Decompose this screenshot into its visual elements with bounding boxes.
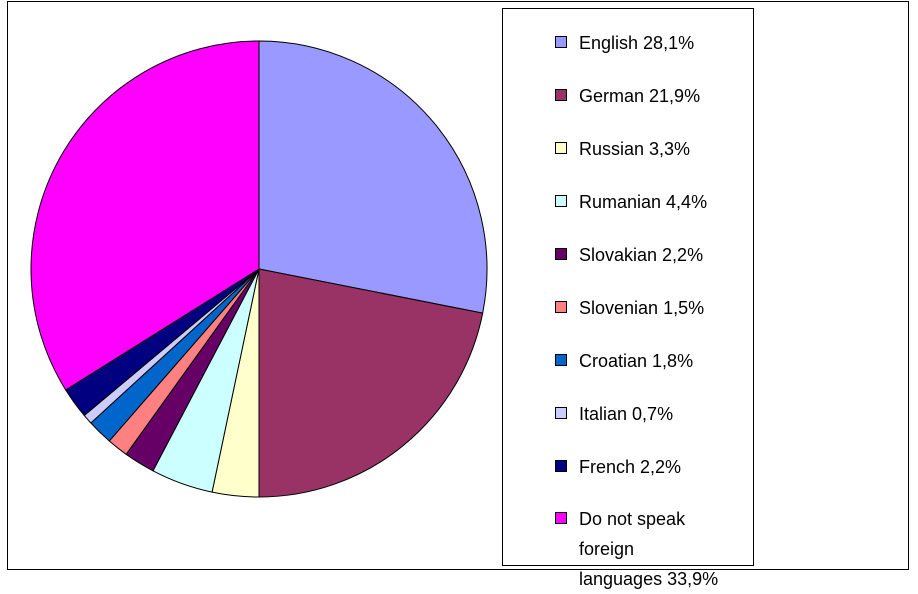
page: {"chart_data": {"type": "pie", "categori… — [7, 1, 909, 589]
legend-text: German 21,9% — [579, 81, 745, 111]
legend-value: 0,7% — [632, 404, 674, 424]
legend-label: French — [579, 457, 636, 477]
legend-swatch — [555, 195, 567, 207]
legend-entry: Rumanian 4,4% — [555, 187, 745, 217]
legend-label: Slovakian — [579, 245, 658, 265]
legend-entry: Russian 3,3% — [555, 134, 745, 164]
legend-entry: Slovakian 2,2% — [555, 240, 745, 270]
legend-label: Italian — [579, 404, 628, 424]
legend-label: Slovenian — [579, 298, 659, 318]
legend-swatch — [555, 512, 567, 524]
legend-text: Do not speak foreign languages 33,9% — [579, 504, 745, 594]
legend-value: 2,2% — [640, 457, 682, 477]
chart-frame — [7, 1, 909, 570]
pie-slice — [30, 40, 260, 391]
legend-label: English — [579, 33, 639, 53]
legend: English 28,1% German 21,9% Russian 3,3% Rumani… — [502, 8, 754, 589]
legend-entry: French 2,2% — [555, 452, 745, 482]
legend-swatch — [555, 36, 567, 48]
legend-swatch — [555, 248, 567, 260]
legend-text: Slovenian 1,5% — [579, 293, 745, 323]
legend-text: English 28,1% — [579, 28, 745, 58]
legend-text: Slovakian 2,2% — [579, 240, 745, 270]
legend-entry: Slovenian 1,5% — [555, 293, 745, 323]
legend-swatch — [555, 89, 567, 101]
legend-entry: Italian 0,7% — [555, 399, 745, 429]
pie-slice — [258, 40, 488, 314]
legend-value: 3,3% — [649, 139, 691, 159]
legend-text: French 2,2% — [579, 452, 745, 482]
legend-label: Rumanian — [579, 192, 662, 212]
legend-entry: Croatian 1,8% — [555, 346, 745, 376]
legend-swatch — [555, 460, 567, 472]
legend-value: 21,9% — [649, 86, 701, 106]
legend-swatch — [555, 142, 567, 154]
legend-text: Russian 3,3% — [579, 134, 745, 164]
legend-swatch — [555, 354, 567, 366]
legend-value: 2,2% — [662, 245, 704, 265]
legend-value: 1,5% — [663, 298, 705, 318]
legend-value: 28,1% — [643, 33, 695, 53]
legend-value: 4,4% — [666, 192, 708, 212]
legend-swatch — [555, 407, 567, 419]
legend-entry: English 28,1% — [555, 28, 745, 58]
legend-text: Rumanian 4,4% — [579, 187, 745, 217]
legend-text: Italian 0,7% — [579, 399, 745, 429]
legend-label: Croatian — [579, 351, 648, 371]
legend-entry: Do not speak foreign languages 33,9% — [555, 504, 745, 594]
legend-swatch — [555, 301, 567, 313]
legend-label: German — [579, 86, 645, 106]
pie-chart — [30, 40, 488, 498]
legend-text: Croatian 1,8% — [579, 346, 745, 376]
pie-slice — [258, 268, 484, 498]
legend-value: 1,8% — [652, 351, 694, 371]
legend-entry: German 21,9% — [555, 81, 745, 111]
legend-value: 33,9% — [667, 569, 719, 589]
legend-label: Russian — [579, 139, 645, 159]
